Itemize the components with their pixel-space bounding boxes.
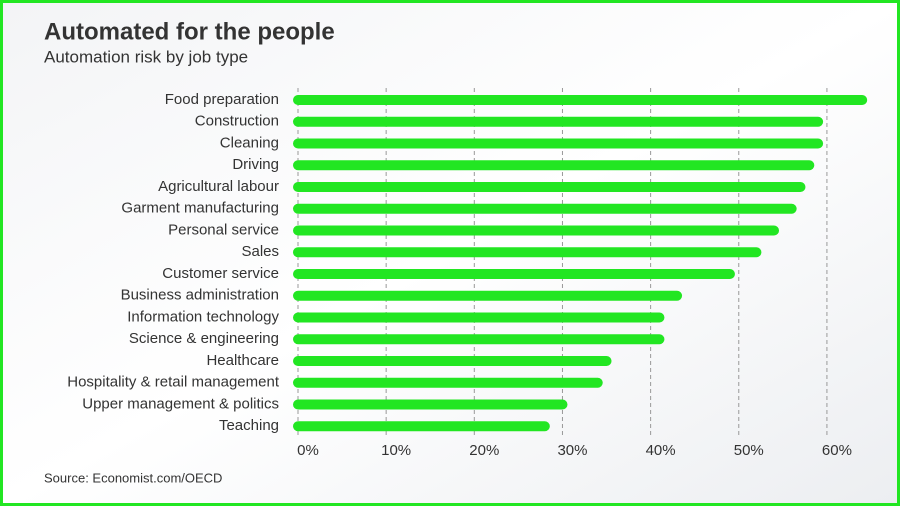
- y-tick-label: Information technology: [127, 308, 279, 325]
- y-tick-label: Construction: [195, 113, 279, 130]
- y-tick-label: Cleaning: [220, 134, 279, 151]
- chart-title: Automated for the people: [44, 18, 335, 45]
- y-tick-label: Hospitality & retail management: [67, 374, 280, 391]
- y-tick-label: Science & engineering: [129, 330, 279, 347]
- y-tick-label: Garment manufacturing: [121, 200, 279, 217]
- source: Source: Economist.com/OECD: [44, 470, 222, 485]
- y-tick-label: Food preparation: [165, 91, 279, 108]
- x-tick-label: 10%: [381, 442, 411, 459]
- x-tick-label: 20%: [469, 442, 499, 459]
- y-tick-label: Customer service: [162, 265, 279, 282]
- y-tick-label: Driving: [232, 156, 279, 173]
- y-tick-label: Personal service: [168, 221, 279, 238]
- y-tick-label: Healthcare: [206, 352, 279, 369]
- x-tick-label: 0%: [297, 442, 319, 459]
- y-tick-label: Teaching: [219, 417, 279, 434]
- y-tick-label: Business administration: [121, 287, 279, 304]
- x-tick-label: 40%: [646, 442, 676, 459]
- y-tick-label: Agricultural labour: [158, 178, 279, 195]
- x-tick-label: 60%: [822, 442, 852, 459]
- x-tick-label: 50%: [734, 442, 764, 459]
- chart-subtitle: Automation risk by job type: [44, 47, 248, 66]
- x-tick-label: 30%: [557, 442, 587, 459]
- y-tick-label: Sales: [241, 243, 279, 260]
- y-tick-label: Upper management & politics: [82, 395, 279, 412]
